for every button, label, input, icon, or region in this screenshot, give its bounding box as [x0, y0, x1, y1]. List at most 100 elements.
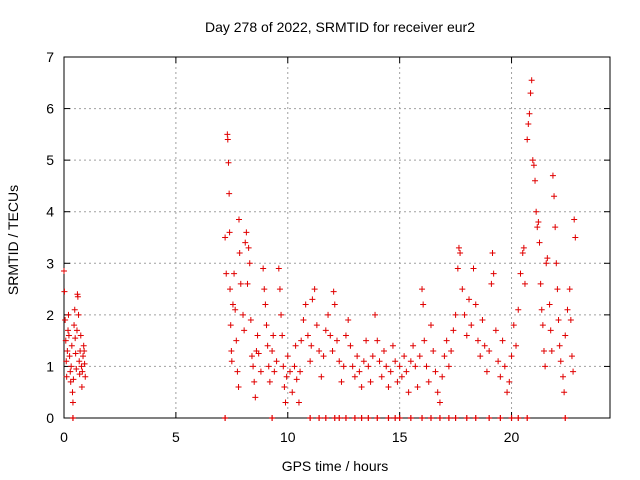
data-point — [360, 358, 367, 365]
data-point — [463, 332, 470, 339]
data-point — [79, 368, 86, 375]
data-point — [70, 376, 77, 383]
data-point — [287, 368, 294, 375]
data-point — [237, 280, 244, 287]
data-point — [383, 363, 390, 370]
data-point — [320, 353, 327, 360]
data-point — [416, 353, 423, 360]
y-tick-label: 6 — [46, 101, 54, 117]
data-point — [80, 353, 87, 360]
data-point — [302, 301, 309, 308]
data-point — [434, 389, 441, 396]
data-point — [247, 317, 254, 324]
data-point — [490, 270, 497, 277]
data-point — [427, 322, 434, 329]
data-point — [289, 389, 296, 396]
y-tick-label: 0 — [46, 410, 54, 426]
data-point — [307, 358, 314, 365]
data-point — [304, 332, 311, 339]
data-point — [284, 353, 291, 360]
data-point — [242, 239, 249, 246]
data-point — [517, 270, 524, 277]
data-point — [539, 322, 546, 329]
chart-title: Day 278 of 2022, SRMTID for receiver eur… — [205, 19, 475, 35]
data-point — [535, 219, 542, 226]
data-point — [410, 342, 417, 349]
y-tick-label: 1 — [46, 358, 54, 374]
data-point — [74, 293, 81, 300]
data-point — [385, 384, 392, 391]
data-point — [443, 337, 450, 344]
data-point — [534, 224, 541, 231]
data-point — [226, 229, 233, 236]
data-point — [234, 368, 241, 375]
data-point — [396, 363, 403, 370]
data-point — [273, 358, 280, 365]
data-point — [540, 347, 547, 354]
data-point — [492, 327, 499, 334]
data-point — [263, 322, 270, 329]
data-point — [222, 234, 229, 241]
data-point — [538, 306, 545, 313]
data-point — [223, 270, 230, 277]
data-point — [570, 368, 577, 375]
data-point — [527, 90, 534, 97]
data-point — [515, 306, 522, 313]
zero-data-point — [436, 415, 443, 421]
data-point — [526, 110, 533, 117]
data-point — [488, 280, 495, 287]
data-point — [349, 363, 356, 370]
data-point — [331, 301, 338, 308]
x-tick-label: 0 — [60, 429, 68, 445]
zero-data-point — [515, 415, 522, 421]
y-axis-label: SRMTID / TECUs — [5, 185, 21, 295]
zero-data-point — [269, 415, 276, 421]
data-point — [338, 378, 345, 385]
data-point — [466, 296, 473, 303]
data-point — [330, 288, 337, 295]
data-point — [407, 358, 414, 365]
data-point — [455, 244, 462, 251]
data-point — [69, 399, 76, 406]
data-point — [530, 162, 537, 169]
data-point — [454, 265, 461, 272]
data-point — [389, 342, 396, 349]
data-point — [69, 389, 76, 396]
data-point — [72, 335, 79, 342]
data-point — [486, 347, 493, 354]
data-point — [474, 337, 481, 344]
data-point — [423, 363, 430, 370]
data-point — [231, 270, 238, 277]
data-point — [380, 347, 387, 354]
data-point — [270, 332, 277, 339]
data-point — [336, 358, 343, 365]
zero-data-point — [316, 415, 323, 421]
data-point — [244, 280, 251, 287]
data-point — [567, 317, 574, 324]
zero-data-point — [562, 415, 569, 421]
data-point — [81, 347, 88, 354]
data-point — [553, 260, 560, 267]
data-point — [506, 378, 513, 385]
data-point — [557, 358, 564, 365]
x-tick-label: 20 — [504, 429, 520, 445]
zero-data-point — [452, 415, 459, 421]
data-point — [279, 332, 286, 339]
data-point — [316, 347, 323, 354]
data-point — [250, 363, 257, 370]
data-point — [80, 342, 87, 349]
zero-data-point — [472, 415, 479, 421]
data-point — [280, 363, 287, 370]
data-point — [235, 384, 242, 391]
data-point — [293, 376, 300, 383]
data-point — [369, 353, 376, 360]
zero-data-point — [342, 415, 349, 421]
data-point — [572, 234, 579, 241]
data-point — [67, 378, 74, 385]
data-point — [260, 265, 267, 272]
data-point — [67, 368, 74, 375]
data-point — [261, 286, 268, 293]
data-point — [501, 363, 508, 370]
data-point — [327, 332, 334, 339]
